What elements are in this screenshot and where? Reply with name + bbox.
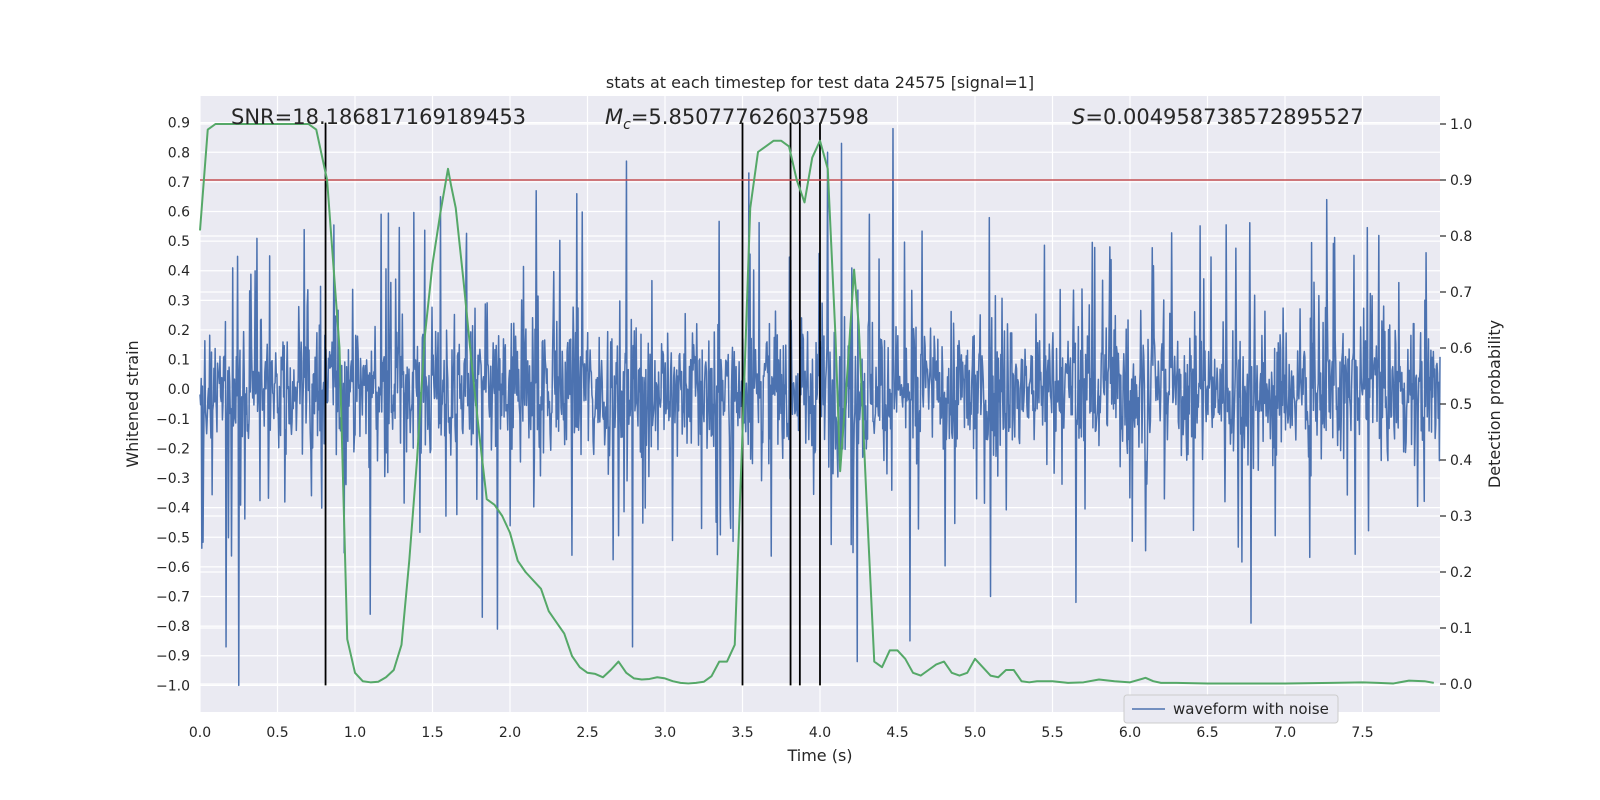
x-tick-label: 3.5 [731, 725, 753, 741]
x-tick-label: 4.0 [809, 725, 831, 741]
x-axis-label: Time (s) [786, 746, 852, 765]
y2-tick-label: 0.2 [1450, 565, 1472, 581]
snr-annotation: SNR=18.186817169189453 [231, 105, 526, 129]
y-tick-label: −0.7 [156, 590, 190, 606]
x-tick-label: 0.5 [266, 725, 288, 741]
detection-probability-line [199, 123, 1434, 685]
y-tick-label: 0.3 [168, 293, 190, 309]
y-tick-label: 0.4 [168, 264, 190, 280]
y2-tick-label: 0.1 [1450, 621, 1472, 637]
x-tick-label: 1.5 [421, 725, 443, 741]
y2-tick-label: 0.3 [1450, 509, 1472, 525]
detection-probability-series [199, 123, 1434, 685]
y-tick-label: −0.4 [156, 501, 190, 517]
x-tick-label: 1.0 [344, 725, 366, 741]
y-tick-label: −0.8 [156, 619, 190, 635]
x-tick-label: 4.5 [886, 725, 908, 741]
chart-title: stats at each timestep for test data 245… [606, 73, 1034, 92]
x-tick-label: 2.0 [499, 725, 521, 741]
y-tick-label: −1.0 [156, 678, 190, 694]
y2-tick-label: 0.5 [1450, 397, 1472, 413]
x-tick-label: 7.0 [1274, 725, 1296, 741]
x-axis-ticks: 0.0 0.5 1.0 1.5 2.0 2.5 3.0 3.5 4.0 4.5 5.0 5.5 6.0 6… [189, 725, 1374, 741]
y-tick-label: −0.6 [156, 560, 190, 576]
legend: waveform with noise [1123, 694, 1339, 724]
y2-tick-label: 0.6 [1450, 341, 1472, 357]
y2-tick-label: 1.0 [1450, 117, 1472, 133]
y-axis-label: Whitened strain [123, 340, 142, 467]
x-tick-label: 6.5 [1196, 725, 1218, 741]
y-tick-label: 0.0 [168, 382, 190, 398]
y-tick-label: −0.1 [156, 412, 190, 428]
y-tick-label: 0.9 [168, 116, 190, 132]
y-tick-label: 0.5 [168, 234, 190, 250]
y-tick-label: 0.7 [168, 175, 190, 191]
x-tick-label: 5.5 [1041, 725, 1063, 741]
y2-axis-ticks: 1.0 0.9 0.8 0.7 0.6 0.5 0.4 0.3 0.2 0.1 0.0 [1440, 117, 1472, 693]
y-tick-label: −0.5 [156, 530, 190, 546]
x-tick-label: 6.0 [1119, 725, 1141, 741]
y-tick-label: 0.2 [168, 323, 190, 339]
y2-tick-label: 0.9 [1450, 173, 1472, 189]
y2-tick-label: 0.4 [1450, 453, 1472, 469]
y-axis-ticks: 0.9 0.8 0.7 0.6 0.5 0.4 0.3 0.2 0.1 0.0 −0.1 −0.2 −0… [156, 116, 190, 695]
x-tick-label: 0.0 [189, 725, 211, 741]
y-tick-label: −0.2 [156, 441, 190, 457]
x-tick-label: 3.0 [654, 725, 676, 741]
legend-label: waveform with noise [1173, 700, 1329, 718]
y2-axis-label: Detection probability [1485, 320, 1504, 488]
y-tick-label: −0.9 [156, 649, 190, 665]
y-tick-label: 0.6 [168, 205, 190, 221]
chirp-mass-annotation: Mc=5.850777626037598 [605, 105, 869, 133]
y2-tick-label: 0.7 [1450, 285, 1472, 301]
x-tick-label: 2.5 [576, 725, 598, 741]
s-annotation: S=0.004958738572895527 [1072, 105, 1363, 129]
x-tick-label: 7.5 [1351, 725, 1373, 741]
y2-tick-label: 0.8 [1450, 229, 1472, 245]
y-tick-label: 0.1 [168, 353, 190, 369]
legend-box [1123, 694, 1339, 724]
y-tick-label: −0.3 [156, 471, 190, 487]
y2-tick-label: 0.0 [1450, 677, 1472, 693]
y-tick-label: 0.8 [168, 145, 190, 161]
x-tick-label: 5.0 [964, 725, 986, 741]
